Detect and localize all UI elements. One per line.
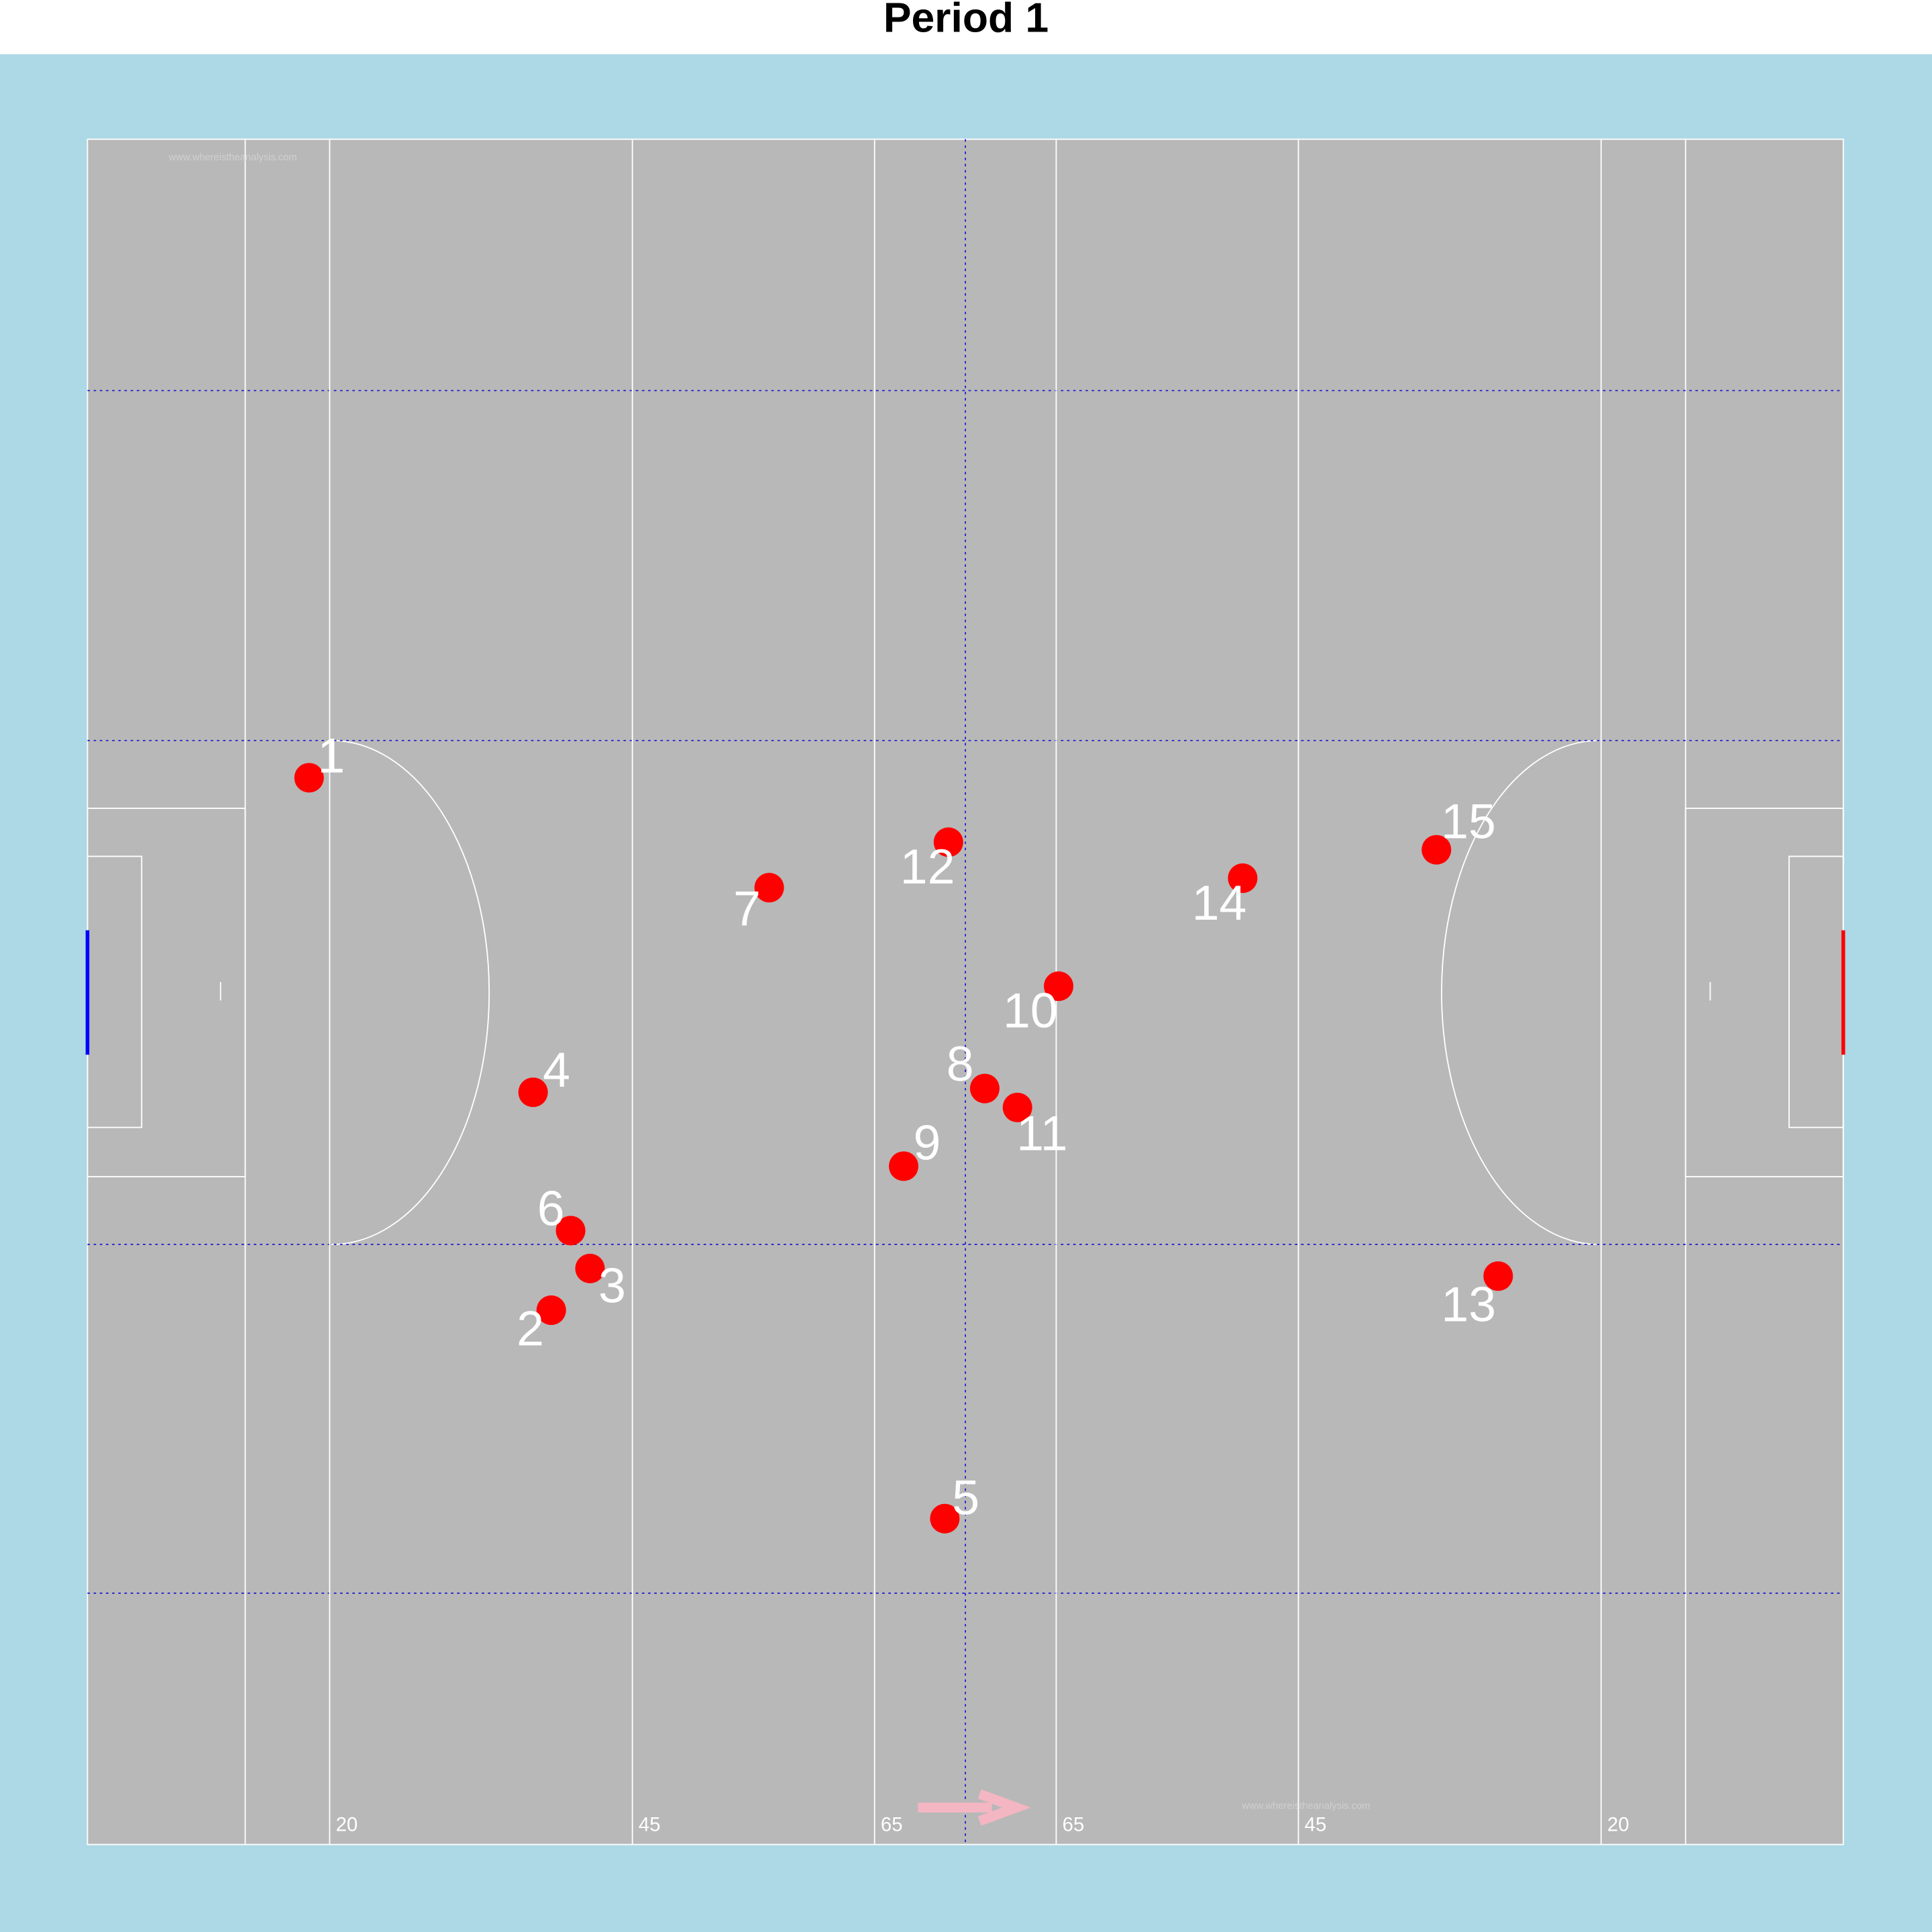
title-bar (0, 0, 1932, 54)
watermark: www.whereistheanalysis.com (1241, 1801, 1370, 1811)
x-tick-label: 65 (881, 1813, 903, 1835)
player-label: 8 (947, 1036, 974, 1091)
player-marker (1002, 1092, 1032, 1122)
arc (1441, 739, 1600, 1246)
x-tick-label: 45 (1305, 1813, 1327, 1835)
player-label: 7 (733, 880, 761, 936)
x-tick-label: 45 (639, 1813, 661, 1835)
player-marker (294, 763, 324, 793)
player-label: 12 (900, 839, 955, 894)
x-tick-label: 65 (1063, 1813, 1085, 1835)
player-marker (575, 1253, 605, 1283)
player-marker (1483, 1261, 1513, 1291)
player-marker (888, 1151, 919, 1181)
player-marker (555, 1216, 586, 1246)
player-label: 15 (1441, 793, 1496, 849)
player-marker (1044, 971, 1074, 1002)
player-label: 2 (517, 1301, 544, 1356)
player-label: 13 (1441, 1276, 1496, 1332)
player-label: 10 (1003, 983, 1058, 1038)
arc (331, 739, 490, 1246)
player-marker (754, 873, 784, 903)
player-marker (1228, 863, 1258, 894)
direction-arrow (918, 1789, 1031, 1826)
player-marker (518, 1077, 548, 1108)
dotted-lines (87, 139, 1843, 1845)
player-label: 11 (1016, 1105, 1067, 1161)
player-marker (933, 827, 963, 857)
x-tick-label: 20 (1607, 1813, 1629, 1835)
player-marker (969, 1073, 1000, 1104)
player-label: 4 (543, 1042, 570, 1097)
player-label: 6 (537, 1180, 565, 1236)
player-label: 1 (317, 727, 345, 783)
player-marker (1421, 835, 1452, 865)
player-label: 14 (1192, 875, 1247, 930)
player-marker (930, 1503, 960, 1534)
player-marker (536, 1295, 566, 1326)
player-label: 3 (598, 1258, 626, 1313)
x-tick-label: 20 (336, 1813, 358, 1835)
chart-title: Period 1 (883, 0, 1049, 42)
player-label: 5 (952, 1469, 979, 1525)
player-label: 9 (913, 1114, 941, 1170)
watermark: www.whereistheanalysis.com (168, 152, 297, 163)
